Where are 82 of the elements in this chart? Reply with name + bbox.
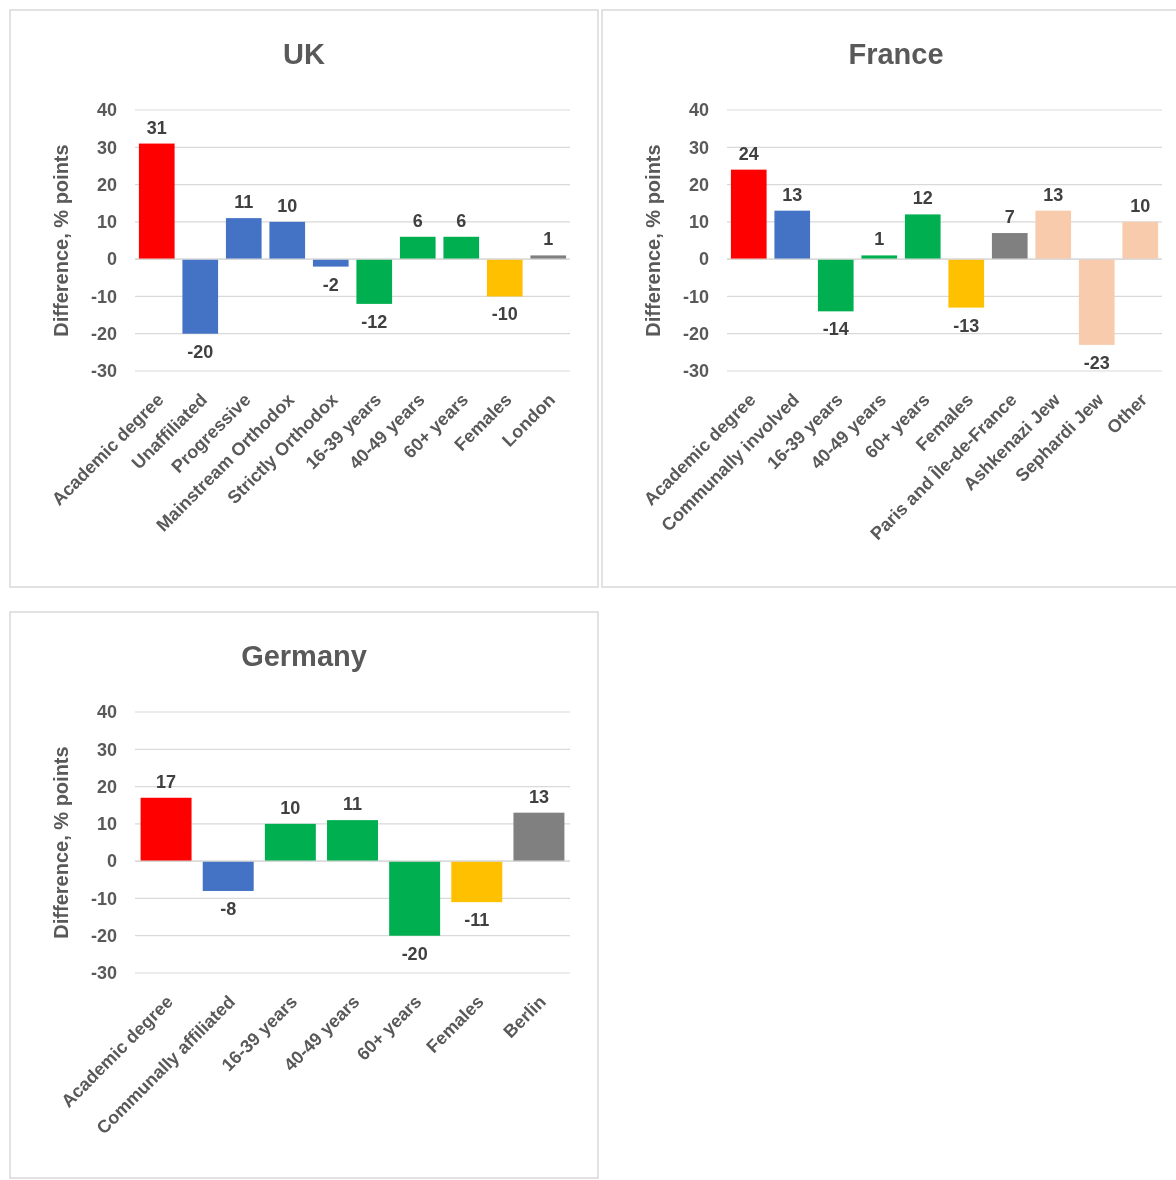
bar <box>948 259 985 308</box>
bar <box>356 259 393 304</box>
bar <box>202 861 254 891</box>
y-tick-label: 10 <box>96 212 117 233</box>
y-tick-label: -10 <box>682 286 709 307</box>
data-label: -12 <box>361 311 388 332</box>
data-label: 12 <box>912 188 933 209</box>
y-tick-label: -10 <box>90 888 117 909</box>
y-tick-label: -20 <box>90 323 117 344</box>
y-tick-label: 30 <box>96 137 117 158</box>
data-label: -10 <box>491 304 518 325</box>
data-label: -11 <box>464 910 490 931</box>
data-label: 7 <box>1004 207 1015 228</box>
bar <box>904 214 941 260</box>
y-tick-label: 10 <box>96 814 117 835</box>
data-label: -2 <box>322 274 339 295</box>
data-label: -20 <box>187 341 214 362</box>
y-tick-label: 40 <box>688 100 709 121</box>
bar <box>1078 259 1115 345</box>
y-axis-title: Difference, % points <box>642 144 664 337</box>
data-label: 13 <box>1043 184 1064 205</box>
y-axis-title: Difference, % points <box>50 144 72 337</box>
y-tick-label: -30 <box>90 963 117 984</box>
data-label: 11 <box>234 192 254 213</box>
y-tick-label: 30 <box>688 137 709 158</box>
data-label: 11 <box>342 794 363 815</box>
bar <box>991 233 1028 260</box>
y-tick-label: 20 <box>96 776 117 797</box>
y-tick-label: -20 <box>682 323 709 344</box>
data-label: 6 <box>412 210 423 231</box>
chart-title: Germany <box>241 640 367 672</box>
bar <box>182 259 219 334</box>
data-label: 10 <box>1130 195 1151 216</box>
y-tick-label: 0 <box>106 851 117 872</box>
chart-title: UK <box>283 38 325 70</box>
y-tick-label: 0 <box>106 249 117 270</box>
y-tick-label: 0 <box>698 249 709 270</box>
data-label: 24 <box>738 143 759 164</box>
data-label: 1 <box>874 229 885 250</box>
data-label: -13 <box>953 315 980 336</box>
y-tick-label: 10 <box>688 212 709 233</box>
bar <box>225 218 262 260</box>
data-label: -14 <box>822 319 849 340</box>
y-tick-label: -30 <box>90 361 117 382</box>
bar <box>451 861 503 903</box>
bar <box>389 861 441 936</box>
bar <box>312 259 349 267</box>
bar <box>138 143 175 260</box>
bar <box>269 221 306 260</box>
bar <box>817 259 854 312</box>
y-tick-label: 20 <box>96 174 117 195</box>
bar <box>140 797 192 862</box>
y-tick-label: 30 <box>96 739 117 760</box>
y-tick-label: -10 <box>90 286 117 307</box>
data-label: -8 <box>220 898 237 919</box>
bar <box>513 812 565 862</box>
bar <box>327 820 378 862</box>
data-label: 17 <box>156 771 177 792</box>
data-label: 6 <box>456 210 467 231</box>
bar <box>1122 221 1159 260</box>
data-label: 13 <box>782 184 803 205</box>
data-label: 31 <box>146 117 167 138</box>
bar <box>1035 210 1072 260</box>
y-tick-label: 20 <box>688 174 709 195</box>
data-label: 10 <box>280 797 301 818</box>
y-tick-label: -30 <box>682 361 709 382</box>
data-label: -23 <box>1083 352 1110 373</box>
y-tick-label: 40 <box>96 100 117 121</box>
y-axis-title: Difference, % points <box>50 746 72 939</box>
data-label: 10 <box>277 195 298 216</box>
bar <box>774 210 811 260</box>
bar <box>730 169 767 260</box>
chart-title: France <box>848 38 944 70</box>
bar <box>264 823 316 862</box>
bar <box>399 236 436 260</box>
data-label: 1 <box>543 229 554 250</box>
data-label: -20 <box>401 943 428 964</box>
y-tick-label: 40 <box>96 702 117 723</box>
y-tick-label: -20 <box>90 925 117 946</box>
data-label: 13 <box>528 786 549 807</box>
bar <box>443 236 480 260</box>
bar <box>486 259 523 297</box>
